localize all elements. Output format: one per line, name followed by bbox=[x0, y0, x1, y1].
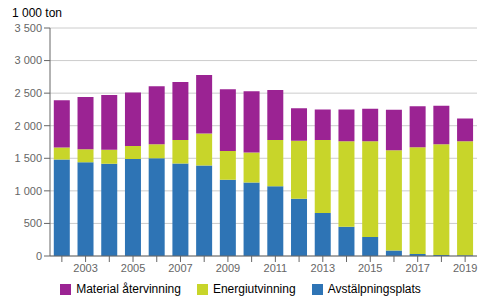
svg-text:1 000: 1 000 bbox=[14, 185, 42, 197]
svg-text:500: 500 bbox=[24, 217, 42, 229]
html-text:Material återvinning: Material återvinning bbox=[76, 282, 181, 296]
svg-text:2019: 2019 bbox=[453, 262, 477, 274]
svg-text:2 500: 2 500 bbox=[14, 87, 42, 99]
svg-text:2013: 2013 bbox=[311, 262, 335, 274]
svg-text:2011: 2011 bbox=[264, 262, 288, 274]
svg-text:2 000: 2 000 bbox=[14, 120, 42, 132]
svg-text:3 500: 3 500 bbox=[14, 22, 42, 34]
svg-text:2009: 2009 bbox=[216, 262, 240, 274]
html-text:Energiutvinning: Energiutvinning bbox=[212, 282, 296, 296]
svg-text:2017: 2017 bbox=[405, 262, 429, 274]
svg-text:2007: 2007 bbox=[168, 262, 192, 274]
svg-text:2015: 2015 bbox=[358, 262, 382, 274]
svg-text:1 500: 1 500 bbox=[14, 152, 42, 164]
svg-text:0: 0 bbox=[36, 250, 42, 262]
svg-text:3 000: 3 000 bbox=[14, 54, 42, 66]
html-text:1 000 ton: 1 000 ton bbox=[12, 6, 62, 20]
html-text:Avstälpningsplats: Avstälpningsplats bbox=[327, 282, 421, 296]
svg-text:2003: 2003 bbox=[73, 262, 97, 274]
svg-text:2005: 2005 bbox=[121, 262, 145, 274]
